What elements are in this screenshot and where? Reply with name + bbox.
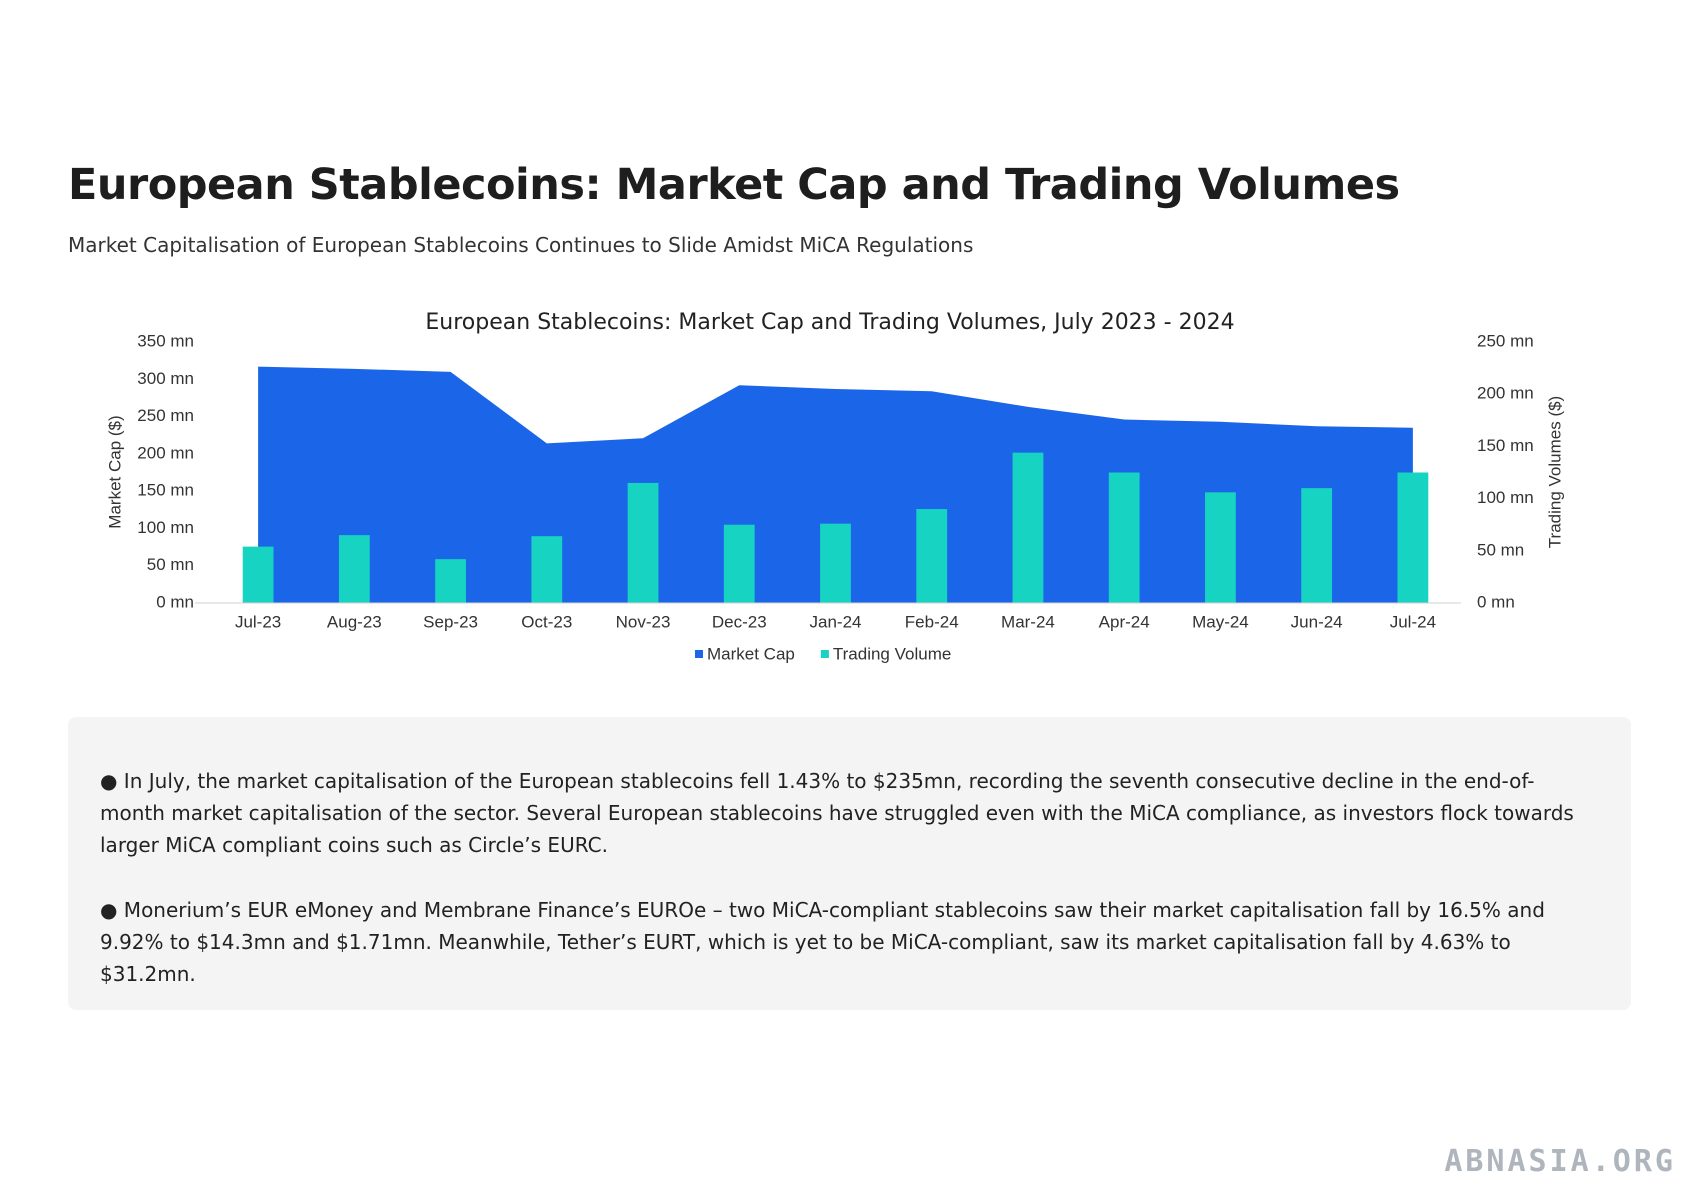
y-tick-label: 350 mn bbox=[137, 331, 194, 350]
x-tick-label: Apr-24 bbox=[1099, 612, 1150, 631]
y-tick-label: 300 mn bbox=[137, 369, 194, 388]
x-tick-label: Oct-23 bbox=[521, 612, 572, 631]
bar bbox=[916, 509, 948, 603]
bar bbox=[1108, 472, 1140, 603]
y-tick-label: 200 mn bbox=[137, 443, 194, 462]
notes-box: ● In July, the market capitalisation of … bbox=[68, 717, 1631, 1010]
x-tick-label: Jan-24 bbox=[810, 612, 862, 631]
legend-label: Market Cap bbox=[707, 644, 795, 663]
bar bbox=[1205, 492, 1236, 603]
y2-tick-label: 250 mn bbox=[1477, 331, 1534, 350]
y-tick-label: 150 mn bbox=[137, 481, 194, 500]
bar bbox=[1012, 452, 1044, 603]
y-tick-label: 50 mn bbox=[147, 555, 194, 574]
chart: European Stablecoins: Market Cap and Tra… bbox=[105, 310, 1564, 663]
bar bbox=[627, 482, 659, 603]
y-tick-label: 100 mn bbox=[137, 518, 194, 537]
note: ● Monerium’s EUR eMoney and Membrane Fin… bbox=[100, 898, 1545, 986]
bar bbox=[338, 535, 370, 603]
bar bbox=[435, 559, 466, 603]
legend-swatch bbox=[695, 650, 703, 658]
y-axis-title: Market Cap ($) bbox=[105, 415, 124, 528]
y2-tick-label: 150 mn bbox=[1477, 436, 1534, 455]
note: ● In July, the market capitalisation of … bbox=[100, 769, 1574, 857]
y2-tick-label: 50 mn bbox=[1477, 540, 1524, 559]
x-tick-label: Sep-23 bbox=[423, 612, 478, 631]
x-tick-label: Feb-24 bbox=[905, 612, 959, 631]
x-tick-label: Jul-24 bbox=[1390, 612, 1436, 631]
page-subtitle: Market Capitalisation of European Stable… bbox=[68, 233, 974, 257]
bar bbox=[1397, 472, 1429, 603]
bar bbox=[820, 523, 851, 603]
chart-title: European Stablecoins: Market Cap and Tra… bbox=[425, 310, 1234, 335]
x-tick-label: Jul-23 bbox=[235, 612, 281, 631]
y2-tick-label: 200 mn bbox=[1477, 384, 1534, 403]
x-tick-label: Nov-23 bbox=[616, 612, 671, 631]
bar bbox=[242, 546, 274, 603]
bar bbox=[1301, 488, 1333, 603]
x-tick-label: May-24 bbox=[1192, 612, 1249, 631]
y-tick-label: 250 mn bbox=[137, 406, 194, 425]
page-title: European Stablecoins: Market Cap and Tra… bbox=[68, 160, 1400, 210]
watermark: ABNASIA.ORG bbox=[1444, 1144, 1676, 1179]
y2-tick-label: 100 mn bbox=[1477, 488, 1534, 507]
x-tick-label: Aug-23 bbox=[327, 612, 382, 631]
y-tick-label: 0 mn bbox=[156, 592, 194, 611]
x-tick-label: Mar-24 bbox=[1001, 612, 1055, 631]
x-tick-label: Dec-23 bbox=[712, 612, 767, 631]
bar bbox=[531, 536, 563, 603]
legend-label: Trading Volume bbox=[833, 644, 951, 663]
x-tick-label: Jun-24 bbox=[1291, 612, 1343, 631]
y2-tick-label: 0 mn bbox=[1477, 592, 1515, 611]
bar bbox=[723, 524, 755, 603]
y2-axis-title: Trading Volumes ($) bbox=[1545, 396, 1564, 548]
legend-swatch bbox=[820, 650, 829, 658]
